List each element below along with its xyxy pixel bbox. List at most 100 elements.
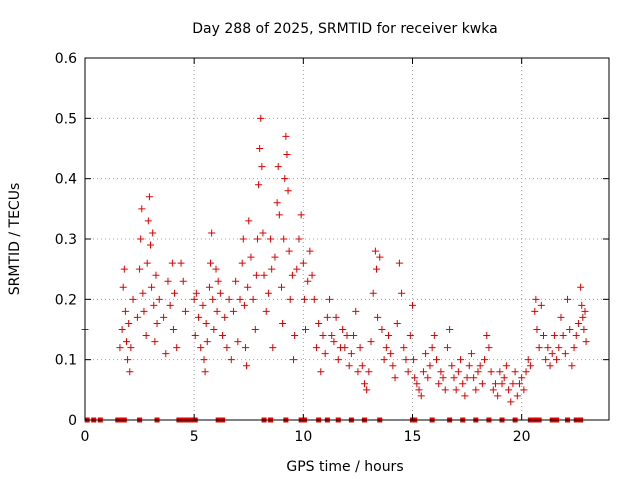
data-point [209, 295, 217, 303]
data-point [426, 362, 434, 370]
data-point [177, 259, 185, 267]
data-point [290, 356, 298, 364]
data-point [147, 241, 154, 249]
data-point [144, 217, 152, 225]
data-point [151, 338, 159, 346]
data-point [168, 259, 176, 267]
data-point [572, 332, 580, 340]
data-point [489, 386, 497, 394]
y-tick-label: 0.3 [55, 232, 77, 248]
data-point [347, 350, 355, 358]
data-point [374, 313, 382, 321]
data-point [532, 295, 540, 303]
data-point [515, 380, 523, 388]
x-tick-label: 20 [513, 429, 531, 445]
data-point [279, 319, 287, 327]
data-point [330, 338, 338, 346]
data-point [439, 374, 447, 382]
data-point [120, 265, 128, 273]
data-point [238, 259, 246, 267]
x-axis-label: GPS time / hours [286, 459, 403, 475]
data-point [415, 386, 423, 394]
data-point [139, 289, 147, 297]
data-point [380, 356, 388, 364]
data-point [122, 338, 130, 346]
data-point [244, 283, 252, 291]
data-point [367, 338, 375, 346]
data-point [212, 265, 220, 273]
data-point [306, 247, 314, 255]
axis-ticks: 0 0.1 0.2 0.3 0.4 0.5 0.6 0 5 10 15 20 [55, 51, 609, 445]
data-point [574, 319, 582, 327]
data-point [179, 277, 187, 285]
data-point [384, 332, 392, 340]
data-point [118, 326, 126, 333]
data-point [570, 344, 578, 352]
data-point [140, 307, 148, 315]
data-point [249, 295, 257, 303]
data-point [400, 344, 408, 352]
data-point [424, 374, 432, 382]
data-point [216, 289, 224, 297]
data-point [284, 187, 292, 195]
data-point [454, 368, 462, 376]
data-point [500, 374, 508, 382]
data-point [197, 344, 205, 352]
data-point [435, 380, 443, 388]
data-point [446, 326, 454, 333]
data-point [166, 301, 174, 309]
y-tick-label: 0.5 [55, 111, 77, 127]
data-point [260, 271, 268, 279]
data-point [358, 362, 366, 370]
data-point [181, 307, 189, 315]
chart-title: Day 288 of 2025, SRMTID for receiver kwk… [192, 21, 497, 37]
data-point [371, 247, 379, 255]
data-point [559, 332, 567, 340]
data-point [278, 283, 285, 291]
grid-lines [85, 58, 609, 420]
data-point [232, 277, 240, 285]
data-point [273, 199, 281, 207]
data-point [428, 344, 436, 352]
data-point [546, 362, 554, 370]
data-point [578, 301, 586, 309]
data-point [160, 313, 168, 321]
data-point [579, 313, 587, 321]
data-point [286, 295, 294, 303]
data-point [116, 344, 124, 352]
data-point [143, 259, 151, 267]
data-point [164, 277, 172, 285]
x-tick-label: 15 [404, 429, 422, 445]
data-point [398, 289, 406, 297]
data-point [378, 326, 386, 333]
data-point [568, 362, 576, 370]
y-tick-label: 0.2 [55, 292, 77, 308]
data-point [343, 332, 351, 340]
data-point [264, 289, 272, 297]
data-point [483, 332, 491, 340]
data-point [282, 132, 290, 140]
data-point [391, 374, 399, 382]
data-point [485, 344, 493, 352]
data-point [448, 362, 456, 370]
data-point [269, 344, 277, 352]
data-point [553, 356, 561, 364]
data-point [288, 271, 296, 279]
data-point [257, 114, 265, 122]
data-point [202, 319, 210, 327]
data-point [417, 392, 425, 400]
data-point [200, 356, 208, 364]
data-point [540, 332, 547, 340]
data-point [191, 332, 199, 340]
data-point [207, 259, 215, 267]
data-point [255, 181, 263, 189]
data-point [566, 326, 574, 333]
data-point [544, 344, 552, 352]
data-point [155, 295, 163, 303]
data-point [299, 259, 307, 267]
data-point [339, 326, 347, 333]
data-point [350, 332, 358, 340]
data-point [268, 265, 276, 273]
data-point [326, 295, 334, 303]
data-point [229, 307, 237, 315]
